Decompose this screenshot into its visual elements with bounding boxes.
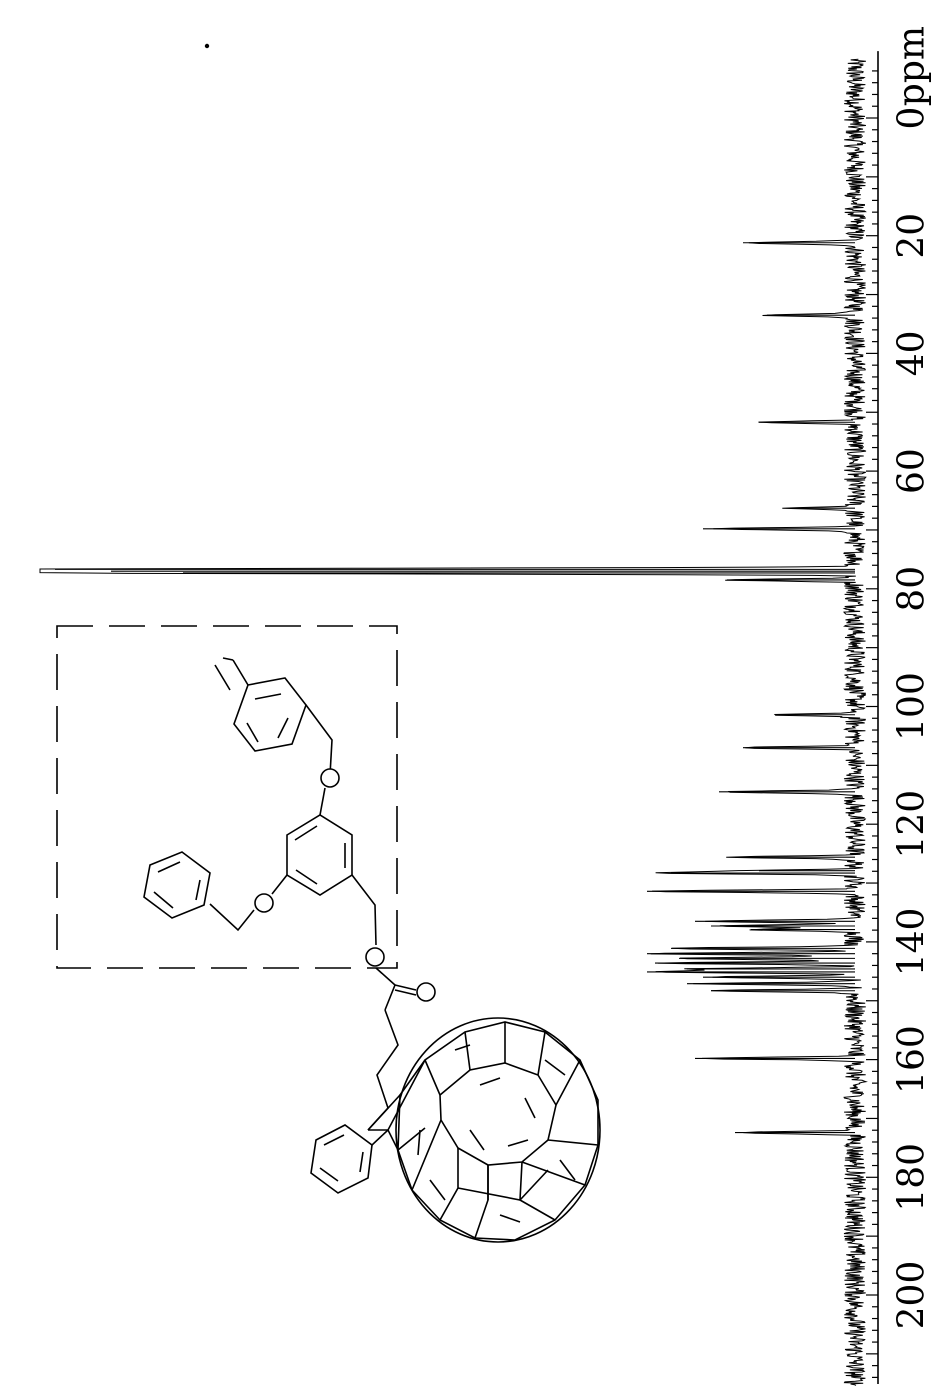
tick-label: 60 xyxy=(892,448,933,494)
oxygen-ester-single xyxy=(365,947,385,967)
tick-label: 0 xyxy=(892,107,933,130)
fullerene-polygon xyxy=(397,1021,599,1241)
tick-label: 100 xyxy=(892,672,933,741)
tick-label: 160 xyxy=(892,1025,933,1094)
oxygen-ether-right xyxy=(320,768,340,788)
phenyl-bond xyxy=(371,1129,389,1146)
styryl-ring-inner-bonds xyxy=(246,693,289,743)
tick-label: 40 xyxy=(892,330,933,376)
spectrum-line xyxy=(39,58,868,1386)
phenyl-ring xyxy=(310,1124,373,1194)
vinyl-bond xyxy=(214,659,249,691)
ppm-axis: 0 20 40 60 80 100 120 140 160 180 200 ppm xyxy=(866,26,933,1384)
central-ring-inner-bonds xyxy=(294,825,346,885)
fullerene-outline xyxy=(395,1017,601,1243)
molecular-structure-drawing xyxy=(56,625,601,1243)
benzyl-ring xyxy=(143,851,211,919)
tick-label: 200 xyxy=(892,1261,933,1330)
tick-label: 180 xyxy=(892,1143,933,1212)
spectrum-trace xyxy=(39,58,868,1386)
ch2-link-right xyxy=(305,704,333,776)
fullerene-lower-facets xyxy=(457,1161,549,1201)
speck-dot xyxy=(204,43,210,49)
phenyl-ring-inner-bonds xyxy=(319,1134,364,1182)
ch2-link-ester xyxy=(351,874,377,946)
ether-left-bonds xyxy=(209,874,288,932)
tick-label: 140 xyxy=(892,908,933,977)
cyclopropane-bonds xyxy=(367,1059,426,1151)
tick-label: 120 xyxy=(892,790,933,859)
dashed-box xyxy=(56,625,398,969)
carbonyl-double-bond xyxy=(394,984,417,996)
styryl-ring xyxy=(233,677,307,752)
oxygen-ether-left xyxy=(254,893,274,913)
tick-label: 20 xyxy=(892,213,933,259)
axis-unit-label: ppm xyxy=(892,26,933,106)
fullerene-double-bonds xyxy=(417,1044,576,1223)
ether-right-bond xyxy=(319,787,326,816)
vinyl-terminal xyxy=(222,657,234,661)
benzyl-ring-inner-bonds xyxy=(153,861,201,909)
oxygen-carbonyl xyxy=(416,982,436,1002)
tick-label: 80 xyxy=(892,566,933,612)
